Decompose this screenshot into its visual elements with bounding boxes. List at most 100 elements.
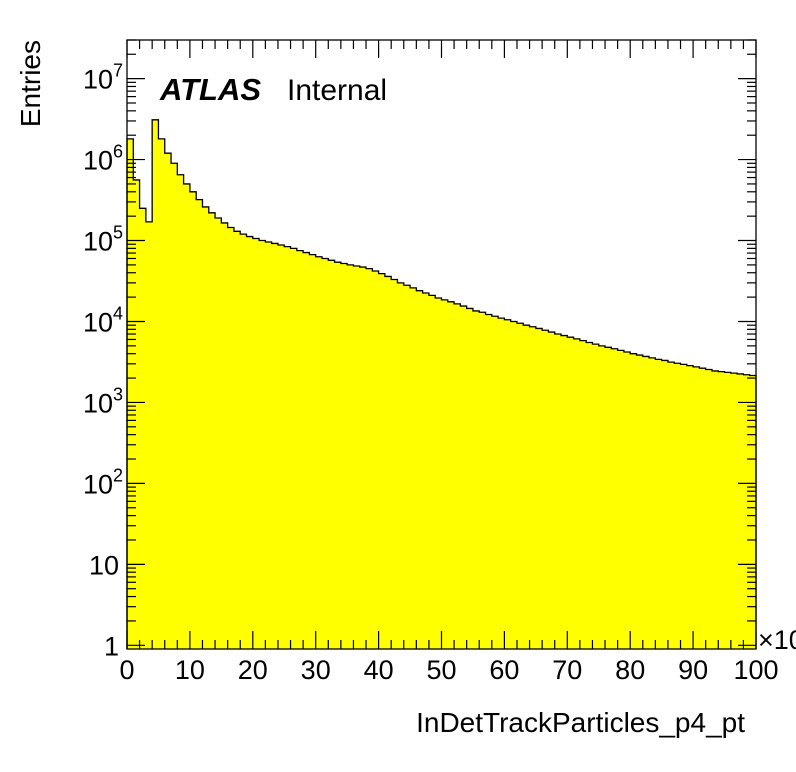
histogram-bin xyxy=(542,330,549,649)
histogram-bin xyxy=(410,287,417,649)
histogram-bin xyxy=(347,264,354,649)
histogram-bin xyxy=(259,240,266,650)
histogram-bin xyxy=(510,321,518,649)
histogram-bin xyxy=(271,243,279,649)
y-tick-label: 106 xyxy=(83,142,123,176)
x-tick-label: 20 xyxy=(238,655,268,685)
histogram-bin xyxy=(353,265,361,649)
histogram-bin xyxy=(202,206,210,649)
histogram-bin xyxy=(145,221,153,649)
histogram-bin xyxy=(158,138,166,649)
histogram-bin xyxy=(705,369,713,649)
histogram-bin xyxy=(233,231,241,650)
histogram-bin xyxy=(139,208,147,649)
x-tick-label: 90 xyxy=(678,655,708,685)
histogram-bin xyxy=(573,338,581,649)
histogram-bin xyxy=(516,323,524,649)
x-tick-label: 70 xyxy=(552,655,582,685)
histogram-bin xyxy=(711,370,719,649)
histogram-bin xyxy=(655,359,663,649)
histogram-bin xyxy=(454,303,461,649)
histogram-bin xyxy=(472,310,480,649)
histogram-bin xyxy=(605,347,612,649)
histogram-bin xyxy=(479,312,486,649)
histogram-bin xyxy=(340,263,348,649)
histogram-bin xyxy=(504,319,512,649)
histogram-bin xyxy=(567,337,574,649)
histogram-bin xyxy=(737,373,744,649)
histogram-bin xyxy=(724,372,732,649)
histogram-bin xyxy=(127,138,134,649)
histogram-bin xyxy=(277,245,285,649)
x-tick-label: 80 xyxy=(615,655,645,685)
histogram-bin xyxy=(686,365,694,649)
y-axis-label: Entries xyxy=(15,40,46,127)
histogram-bin xyxy=(133,179,140,650)
histogram-bin xyxy=(523,325,530,649)
y-tick-label: 10 xyxy=(89,550,119,580)
histogram-bin xyxy=(378,273,386,649)
histogram-bin xyxy=(196,199,203,650)
histogram-bin xyxy=(693,366,700,649)
x-axis-label: InDetTrackParticles_p4_pt xyxy=(416,707,745,738)
histogram-bin xyxy=(680,364,688,649)
histogram-bin xyxy=(372,271,379,649)
histogram-bin xyxy=(221,222,229,649)
histogram-bin xyxy=(183,183,191,649)
histogram-bin xyxy=(498,318,505,649)
histogram-bin xyxy=(284,246,291,650)
histogram-bin xyxy=(435,298,442,649)
histogram-bin xyxy=(718,371,725,649)
x-tick-label: 50 xyxy=(426,655,456,685)
y-tick-label: 103 xyxy=(83,384,123,418)
histogram-bin xyxy=(428,295,436,649)
x-tick-label: 10 xyxy=(175,655,205,685)
y-tick-label: 104 xyxy=(83,303,123,337)
histogram-bin xyxy=(309,254,317,650)
histogram-bin xyxy=(535,328,543,649)
histogram-bin xyxy=(441,299,449,649)
histogram-bin xyxy=(485,314,493,649)
histogram-bin xyxy=(321,258,329,649)
histogram-bin xyxy=(315,256,323,649)
histogram-bin xyxy=(208,212,216,649)
histogram-bin xyxy=(730,373,738,649)
atlas-label: ATLAS xyxy=(159,72,261,107)
histogram-bin xyxy=(334,262,342,649)
histogram-bin xyxy=(699,368,707,649)
histogram-bin xyxy=(171,163,178,649)
histogram-bin xyxy=(416,290,424,649)
histogram-bin xyxy=(630,353,637,649)
histogram-bin xyxy=(252,238,260,649)
histogram-bars xyxy=(127,119,757,650)
histogram-bin xyxy=(611,348,619,649)
histogram-bin xyxy=(164,153,172,649)
histogram-bin xyxy=(743,374,751,649)
histogram-bin xyxy=(667,362,675,649)
histogram-bin xyxy=(384,276,392,649)
x-axis-multiplier: ×10 xyxy=(758,625,796,655)
x-tick-labels: 0 10 20 30 40 50 60 70 80 90 100 xyxy=(119,655,778,685)
histogram-bin xyxy=(586,342,593,649)
y-tick-label: 1 xyxy=(104,631,119,661)
histogram-bin xyxy=(359,267,367,649)
histogram-bin xyxy=(227,227,235,650)
histogram-bin xyxy=(579,340,587,649)
histogram-bin xyxy=(265,241,273,649)
histogram-bin xyxy=(529,326,537,649)
histogram-bin xyxy=(749,375,757,649)
histogram-bin xyxy=(466,308,474,649)
atlas-status-label: Internal xyxy=(287,74,387,107)
histogram-bin xyxy=(491,316,499,649)
x-tick-label: 60 xyxy=(489,655,519,685)
histogram-bin xyxy=(661,360,669,649)
histogram-bin xyxy=(460,306,468,649)
histogram-bin xyxy=(246,236,254,649)
histogram-bin xyxy=(642,356,650,649)
histogram-bin xyxy=(636,355,644,649)
histogram-bin xyxy=(391,279,398,649)
histogram-bin xyxy=(554,334,562,649)
histogram-bin xyxy=(674,363,681,649)
histogram-bin xyxy=(561,335,568,649)
